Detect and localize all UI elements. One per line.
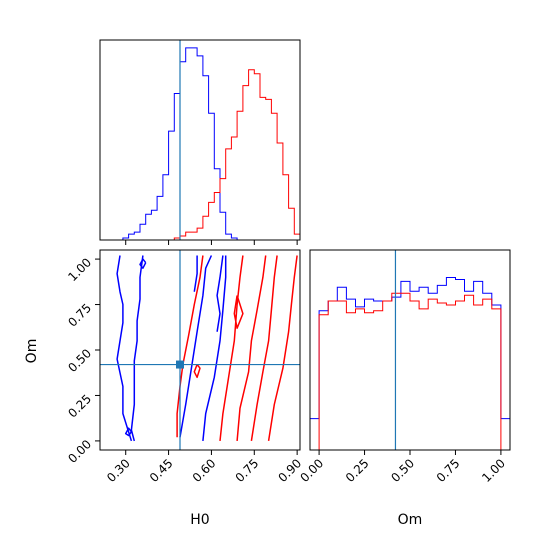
truth-marker <box>176 360 184 369</box>
histogram-h0-panel <box>99 39 301 245</box>
contour-series-0-line-7 <box>193 255 198 292</box>
main-y-tick-label-0: 0.00 <box>65 437 94 466</box>
main-y-tick-2: 0.50 <box>65 346 100 375</box>
x-axis-label-h0: H0 <box>190 512 209 528</box>
main-y-tick-label-2: 0.50 <box>65 346 94 375</box>
contour-group <box>116 255 298 442</box>
right-x-tick-3: 0.75 <box>434 450 463 485</box>
main-x-tick-1: 0.45 <box>147 450 176 485</box>
contour-h0-om-panel: 0.30 0.45 0.60 0.75 0.90 0.00 0.25 0.50 0.75 1.00 <box>65 249 304 485</box>
contour-series-0-line-0 <box>130 255 144 442</box>
main-x-tick-4: 0.90 <box>275 450 304 485</box>
contour-series-0-line-5 <box>124 427 132 437</box>
main-y-tick-4: 1.00 <box>65 255 100 284</box>
main-y-tick-3: 0.75 <box>65 301 100 330</box>
contour-series-0-line-1 <box>116 255 133 442</box>
main-x-tick-0: 0.30 <box>104 450 133 485</box>
contour-series-1-line-1 <box>219 255 244 441</box>
contour-series-1-line-5 <box>233 295 244 329</box>
right-x-tick-1: 0.25 <box>343 450 372 485</box>
main-y-tick-1: 0.25 <box>65 392 100 421</box>
main-y-tick-label-4: 1.00 <box>65 255 94 284</box>
right-x-tick-4: 1.00 <box>479 450 508 485</box>
main-x-tick-label-2: 0.60 <box>190 456 219 485</box>
main-x-tick-label-4: 0.90 <box>275 456 304 485</box>
contour-series-1-line-2 <box>236 255 267 441</box>
right-x-tick-label-1: 0.25 <box>343 456 372 485</box>
right-x-tick-label-2: 0.50 <box>388 456 417 485</box>
histogram-om-frame <box>309 249 511 451</box>
right-x-tick-label-3: 0.75 <box>434 456 463 485</box>
histogram-om-step-series-1 <box>310 292 510 451</box>
contour-series-1-line-4 <box>267 255 298 442</box>
main-x-tick-3: 0.75 <box>233 450 262 485</box>
main-x-tick-2: 0.60 <box>190 450 219 485</box>
histogram-h0-step-series-0 <box>100 47 300 241</box>
main-x-tick-label-3: 0.75 <box>233 456 262 485</box>
contour-series-1-line-0 <box>176 255 204 438</box>
contour-series-0-line-3 <box>202 255 227 441</box>
contour-series-1-line-6 <box>193 364 201 379</box>
contour-series-0-line-6 <box>139 258 147 269</box>
right-x-tick-label-4: 1.00 <box>479 456 508 485</box>
x-axis-label-om: Om <box>398 512 423 528</box>
histogram-h0-step-series-1 <box>100 69 301 241</box>
histogram-om-panel: 0.00 0.25 0.50 0.75 1.00 <box>297 249 511 485</box>
main-y-tick-label-3: 0.75 <box>65 301 94 330</box>
right-x-tick-label-0: 0.00 <box>297 456 326 485</box>
main-x-tick-label-0: 0.30 <box>104 456 133 485</box>
contour-series-1-line-3 <box>250 255 278 442</box>
main-x-tick-label-1: 0.45 <box>147 456 176 485</box>
contour-series-0-line-2 <box>179 255 213 438</box>
contour-series-0-line-4 <box>216 255 224 332</box>
histogram-om-step-series-0 <box>309 277 511 450</box>
histogram-h0-frame <box>99 39 301 241</box>
y-axis-label-om: Om <box>24 339 40 364</box>
right-x-tick-2: 0.50 <box>388 450 417 485</box>
main-y-tick-0: 0.00 <box>65 437 100 466</box>
main-y-tick-label-1: 0.25 <box>65 392 94 421</box>
